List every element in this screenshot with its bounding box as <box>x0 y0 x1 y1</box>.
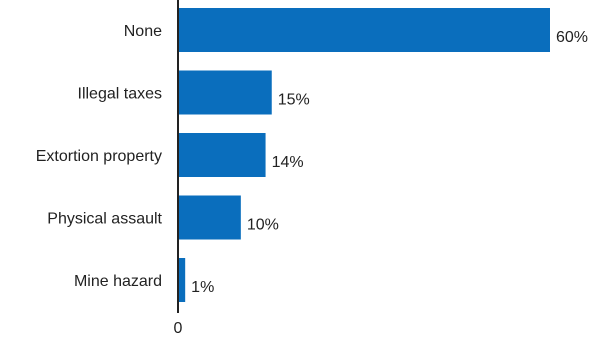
category-label-mine-hazard: Mine hazard <box>74 273 162 290</box>
category-label-extortion-property: Extortion property <box>36 148 162 165</box>
category-labels: None Illegal taxes Extortion property Physi… <box>36 23 163 290</box>
bar-mine-hazard <box>179 258 186 302</box>
value-label-physical-assault: 10% <box>247 217 279 234</box>
value-label-extortion-property: 14% <box>272 154 304 171</box>
bars-group <box>179 8 550 302</box>
bar-physical-assault <box>179 195 241 240</box>
bar-none <box>179 8 550 52</box>
value-label-illegal-taxes: 15% <box>278 92 310 109</box>
category-label-physical-assault: Physical assault <box>47 211 162 228</box>
value-labels: 60% 15% 14% 10% 1% <box>191 29 588 296</box>
value-label-none: 60% <box>556 29 588 46</box>
bar-illegal-taxes <box>179 70 272 115</box>
category-label-none: None <box>124 23 162 40</box>
x-tick-label-0: 0 <box>174 320 183 337</box>
value-label-mine-hazard: 1% <box>191 279 214 296</box>
bar-extortion-property <box>179 133 266 177</box>
category-label-illegal-taxes: Illegal taxes <box>78 86 163 103</box>
